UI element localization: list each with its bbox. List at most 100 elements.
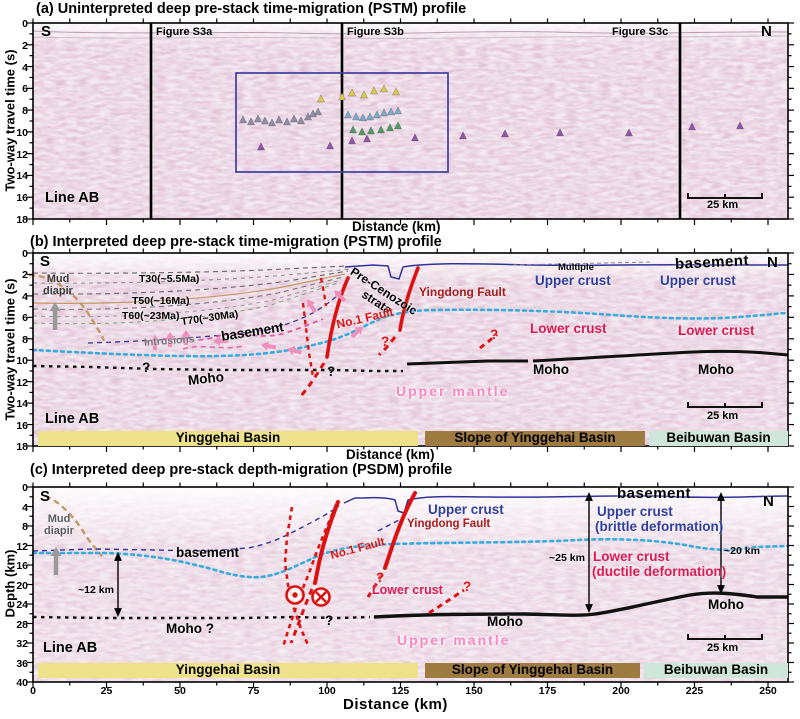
question-mark: ?: [327, 364, 336, 379]
axis-tick-label: 200: [612, 685, 630, 697]
out-of-plane-icon: [285, 585, 305, 605]
horizon-pick-markers: [238, 84, 745, 151]
inset-highlight-box: [235, 72, 449, 173]
horizon-pick-marker: [500, 129, 510, 138]
upper-crust-label-c2: Upper crust: [597, 504, 673, 519]
upper-crust-label-c1: Upper crust: [428, 502, 504, 517]
axis-tick-label: 175: [538, 685, 557, 697]
horizon-pick-marker: [376, 125, 386, 134]
basin-label: Slope of Yinggehai Basin: [454, 430, 616, 446]
axis-tick-label: 32: [16, 638, 28, 650]
basin-label: Yinggehai Basin: [175, 662, 281, 678]
mud-diapir-arrow-b: [49, 302, 61, 330]
km25-label: ~25 km: [549, 552, 585, 564]
horizon-pick-marker: [337, 92, 347, 101]
basin-label: Slope of Yinggehai Basin: [451, 662, 614, 678]
horizon-pick-marker: [267, 118, 277, 127]
lower-crust-label-c1: Lower crust: [372, 583, 443, 597]
basement-label-c1: basement: [176, 545, 240, 560]
axis-tick-label: 4: [22, 290, 28, 303]
north-label-b: N: [767, 254, 778, 271]
horizon-pick-marker: [256, 142, 266, 151]
axis-tick-label: 12: [16, 148, 28, 161]
axis-tick-label: 250: [759, 685, 777, 697]
km12-label: ~12 km: [78, 584, 114, 596]
horizon-pick-marker: [357, 127, 367, 136]
south-label-c: S: [40, 488, 51, 505]
horizon-pick-marker: [325, 141, 335, 150]
axis-tick-label: 0: [22, 248, 28, 260]
horizon-pick-marker: [735, 121, 745, 130]
into-plane-icon: [311, 587, 331, 607]
horizon-pick-marker: [393, 106, 403, 115]
south-label-b: S: [40, 253, 51, 270]
horizon-pick-marker: [687, 122, 697, 131]
axis-tick-label: 50: [174, 685, 186, 697]
yingdong-fault-label-c: Yingdong Fault: [407, 518, 491, 530]
axis-tick-label: 0: [22, 18, 28, 30]
horizon-pick-marker: [379, 84, 389, 93]
horizon-pick-marker: [386, 107, 396, 116]
axis-tick-label: 125: [391, 685, 410, 697]
horizon-pick-marker: [410, 133, 420, 142]
scale-bar-b: [687, 402, 763, 408]
panel-a-canvas: [27, 18, 794, 225]
axis-tick-label: 100: [318, 685, 336, 697]
multiple-label: Multiple: [558, 262, 594, 273]
horizon-pick-marker: [365, 112, 375, 121]
horizon-pick-marker: [296, 116, 306, 125]
x-axis-title-c: Distance (km): [343, 696, 448, 713]
line-ab-label-a: Line AB: [45, 190, 100, 206]
scale-bar-text-a: 25 km: [707, 199, 739, 211]
panel-a-title: (a) Uninterpreted deep pre-stack time-mi…: [36, 1, 467, 17]
horizon-pick-marker: [391, 87, 401, 96]
axis-tick-label: 4: [22, 501, 28, 514]
horizon-pick-marker: [385, 123, 395, 132]
horizon-pick-marker: [362, 134, 372, 143]
flow-arrow-icon: [350, 326, 363, 339]
basin-label: Yinggehai Basin: [175, 430, 281, 446]
question-mark: ?: [381, 334, 390, 349]
moho-label-c3: Moho: [708, 597, 744, 612]
horizon-pick-marker: [238, 115, 248, 124]
basin-label: Beibuwan Basin: [663, 662, 769, 678]
axis-tick-label: 18: [16, 214, 28, 226]
horizon-pick-marker: [343, 110, 353, 119]
north-label-c: N: [763, 493, 774, 510]
axis-tick-label: 150: [465, 685, 483, 697]
axis-tick-label: 16: [16, 560, 28, 572]
question-mark: ?: [376, 570, 385, 585]
horizon-pick-marker: [358, 113, 368, 122]
scale-bar-text-b: 25 km: [707, 410, 739, 422]
basin-label: Beibuwan Basin: [666, 430, 771, 446]
axis-tick-label: 20: [16, 579, 28, 592]
horizon-pick-marker: [313, 107, 323, 116]
axis-tick-label: 25: [100, 685, 113, 697]
axis-tick-label: 0: [22, 482, 28, 494]
question-mark: ?: [463, 579, 472, 594]
flow-arrow-icon: [150, 335, 160, 350]
horizon-pick-marker: [393, 121, 403, 130]
axis-tick-label: 0: [30, 685, 36, 697]
axis-tick-label: 36: [16, 657, 28, 670]
axis-tick-label: 28: [16, 618, 28, 631]
panel-b-canvas: [27, 248, 794, 452]
basin-band-beibuwan-b: Beibuwan Basin: [649, 431, 788, 446]
mantle-flow-arrows: [150, 290, 363, 356]
axis-tick-label: 12: [16, 376, 28, 389]
horizon-pick-marker: [253, 114, 263, 123]
axis-ticks-c: [27, 482, 794, 688]
moho-label-b2: Moho: [533, 362, 569, 377]
horizon-pick-marker: [351, 112, 361, 121]
horizon-pick-marker: [348, 125, 358, 134]
north-label-a: N: [761, 23, 772, 40]
scale-bar-c: [687, 634, 763, 640]
axis-tick-label: 4: [22, 61, 28, 74]
question-mark: ?: [325, 613, 334, 628]
horizon-pick-marker: [379, 108, 389, 117]
line-ab-label-b: Line AB: [45, 411, 100, 427]
axis-tick-label: 10: [16, 355, 28, 368]
flow-arrow-icon: [181, 330, 191, 345]
horizon-pick-marker: [366, 126, 376, 135]
